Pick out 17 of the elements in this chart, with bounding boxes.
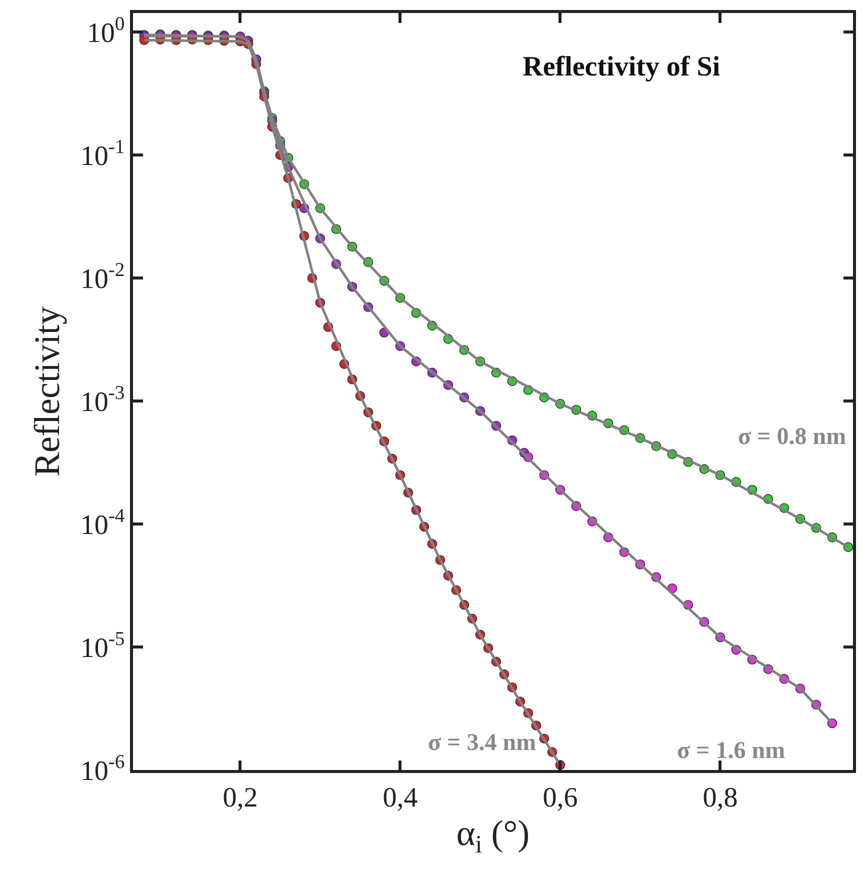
y-tick-label: 10$^{0}$ (86, 14, 125, 49)
x-tick-label: 0,2 (222, 782, 258, 814)
y-tick-label: 10$^{-1}$ (80, 137, 125, 172)
x-tick-label: 0,8 (702, 782, 738, 814)
series-label: σ = 0.8 nm (738, 424, 846, 450)
y-axis-title: Reflectivity (27, 306, 68, 476)
series-label: σ = 3.4 nm (428, 730, 536, 756)
x-tick-label: 0,6 (542, 782, 578, 814)
x-tick-label: 0,4 (382, 782, 418, 814)
y-tick-label: 10$^{-3}$ (80, 383, 125, 418)
x-axis-title: α$_{i}$ (°) (456, 813, 530, 859)
y-tick-label: 10$^{-4}$ (80, 506, 125, 541)
y-tick-label: 10$^{-2}$ (80, 260, 125, 295)
series-label: σ = 1.6 nm (677, 738, 786, 764)
text: Reflectivity of Si (522, 52, 720, 82)
y-tick-label: 10$^{-6}$ (80, 752, 125, 787)
y-tick-label: 10$^{-5}$ (80, 629, 125, 664)
